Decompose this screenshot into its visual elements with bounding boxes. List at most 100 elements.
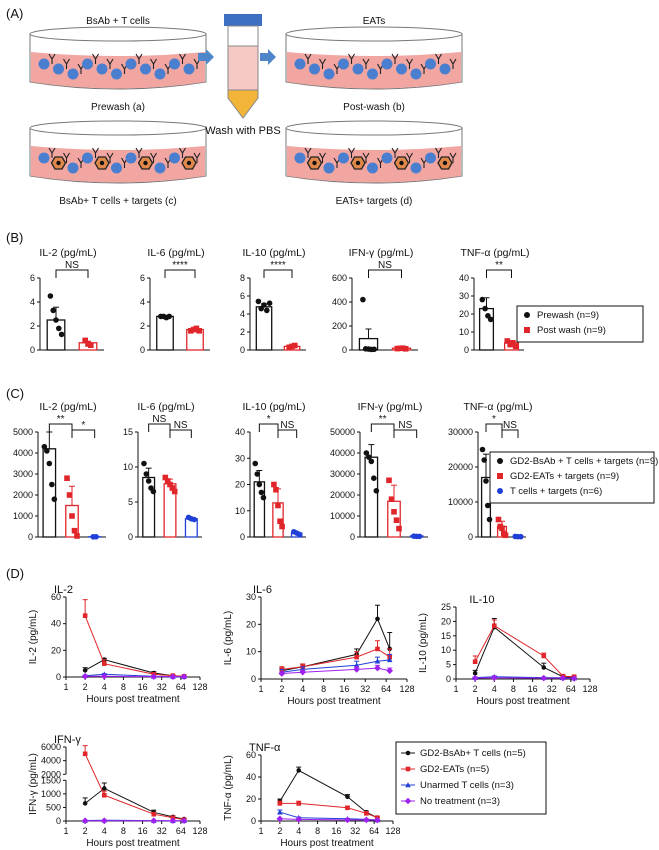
data-point xyxy=(180,817,188,825)
x-tick-label: 1 xyxy=(453,684,458,694)
data-point xyxy=(58,331,65,338)
target-nucleus xyxy=(312,160,317,166)
t-cell xyxy=(140,63,151,75)
x-tick-label: 128 xyxy=(399,684,414,694)
x-tick-label: 8 xyxy=(511,684,516,694)
y-tick-label: 50000 xyxy=(330,427,355,437)
x-tick-label: 1 xyxy=(258,826,263,836)
chart-title: TNF-α (pg/mL) xyxy=(460,247,529,259)
y-tick-label: 10 xyxy=(459,327,469,337)
t-cell xyxy=(294,58,306,70)
legend-marker xyxy=(404,797,412,805)
t-cell xyxy=(425,152,436,164)
data-point xyxy=(363,816,370,824)
legend-entry: GD2-EATs (n=5) xyxy=(420,764,489,775)
x-tick-label: 4 xyxy=(102,826,107,836)
data-point xyxy=(258,489,265,496)
legend-entry: GD2-BsAb + T cells + targets (n=9) xyxy=(510,456,658,467)
data-point xyxy=(101,786,107,791)
y-tick-label: 40 xyxy=(459,273,469,283)
y-tick-label: 4 xyxy=(30,297,35,307)
data-point xyxy=(396,525,402,532)
antibody xyxy=(63,58,70,69)
series-line xyxy=(84,787,185,820)
data-point xyxy=(143,471,150,477)
sig-label: NS xyxy=(174,420,188,431)
chart-title: TNF-α (pg/mL) xyxy=(463,401,532,413)
y-tick-label: 20 xyxy=(459,309,469,319)
data-point xyxy=(484,502,491,509)
y-tick-label: 5 xyxy=(128,497,133,507)
y-tick-label: 15 xyxy=(441,631,451,641)
data-point xyxy=(364,811,369,816)
antibody xyxy=(391,53,399,64)
y-tick-label: 0 xyxy=(251,816,256,826)
data-point xyxy=(88,342,94,348)
t-cell xyxy=(154,68,166,80)
data-point xyxy=(386,667,393,675)
antibody xyxy=(48,53,56,64)
y-tick-label: 0 xyxy=(56,672,61,682)
t-cell xyxy=(67,68,79,80)
y-tick-label: 0 xyxy=(28,532,33,542)
x-tick-label: 32 xyxy=(360,684,370,694)
y-tick-label: 10000 xyxy=(448,497,473,507)
data-point xyxy=(393,517,400,523)
t-cell xyxy=(111,162,122,174)
data-point xyxy=(278,670,286,677)
data-point xyxy=(276,815,284,823)
sig-bracket xyxy=(263,269,293,278)
x-tick-label: 128 xyxy=(192,682,207,692)
data-point xyxy=(371,475,377,482)
legend-marker xyxy=(497,458,503,464)
antibody xyxy=(362,152,370,163)
antibody xyxy=(406,152,413,163)
x-axis-label: Hours post treatment xyxy=(86,694,180,705)
bar xyxy=(255,306,273,351)
data-point xyxy=(261,302,267,308)
sig-label: NS xyxy=(65,260,79,271)
chart-title: IL-2 (pg/mL) xyxy=(39,401,96,413)
data-point xyxy=(100,673,108,680)
y-tick-label: 2 xyxy=(30,321,35,331)
t-cell xyxy=(169,152,180,164)
antibody xyxy=(449,58,457,69)
y-tick-label: 0 xyxy=(468,532,473,542)
target-nucleus xyxy=(143,160,148,166)
panelB-chart-2: IL-6 (pg/mL) 0 2 4 6 **** xyxy=(140,247,210,355)
panelC-legend: GD2-BsAb + T cells + targets (n=9) GD2-EA… xyxy=(489,451,658,504)
line-chart-3: 0 5 10 15 20 25 1 2 4 8 16 32 64 128 Hours post treatm… xyxy=(418,594,598,707)
y-tick-label: 20 xyxy=(246,794,256,804)
data-point xyxy=(368,458,375,465)
antibody xyxy=(48,147,56,158)
t-cell xyxy=(53,63,64,75)
y-tick-label: 5 xyxy=(446,660,451,670)
dish-2: EATs Post-wash (b) xyxy=(285,16,463,113)
y-tick-label: 40 xyxy=(235,427,245,437)
data-point xyxy=(299,668,307,676)
y-tick-label: 2000 xyxy=(13,490,33,500)
sig-bracket xyxy=(393,429,418,438)
dish-3: BsAb+ T cells + targets (c) xyxy=(29,120,207,207)
y-tick-label: 30 xyxy=(459,291,469,301)
y-axis-label: IL-6 (pg/mL) xyxy=(223,611,234,665)
data-point xyxy=(196,328,202,334)
panelC-chart-4: IFN-γ (pg/mL) 0 10000 20000 30000 40000 50000 *… xyxy=(330,401,428,542)
x-tick-label: 2 xyxy=(277,826,282,836)
chart-title: IL-2 xyxy=(54,584,73,596)
antibody xyxy=(319,152,326,163)
target-nucleus xyxy=(186,160,192,166)
data-point xyxy=(260,494,267,501)
y-tick-label: 6 xyxy=(240,291,245,301)
dish-wall xyxy=(285,128,463,184)
data-point xyxy=(512,343,519,350)
data-point xyxy=(296,801,302,806)
legend-marker xyxy=(524,327,530,333)
data-point xyxy=(82,801,88,806)
dish-rim xyxy=(285,26,463,42)
y-axis-label: IFN-γ (pg/mL) xyxy=(28,753,39,815)
line-chart-5: 0 20 40 60 1 2 4 8 16 32 64 128 Hours post treatment… xyxy=(223,742,401,849)
t-cell xyxy=(169,58,180,70)
data-point xyxy=(295,816,303,823)
antibody xyxy=(362,58,370,69)
